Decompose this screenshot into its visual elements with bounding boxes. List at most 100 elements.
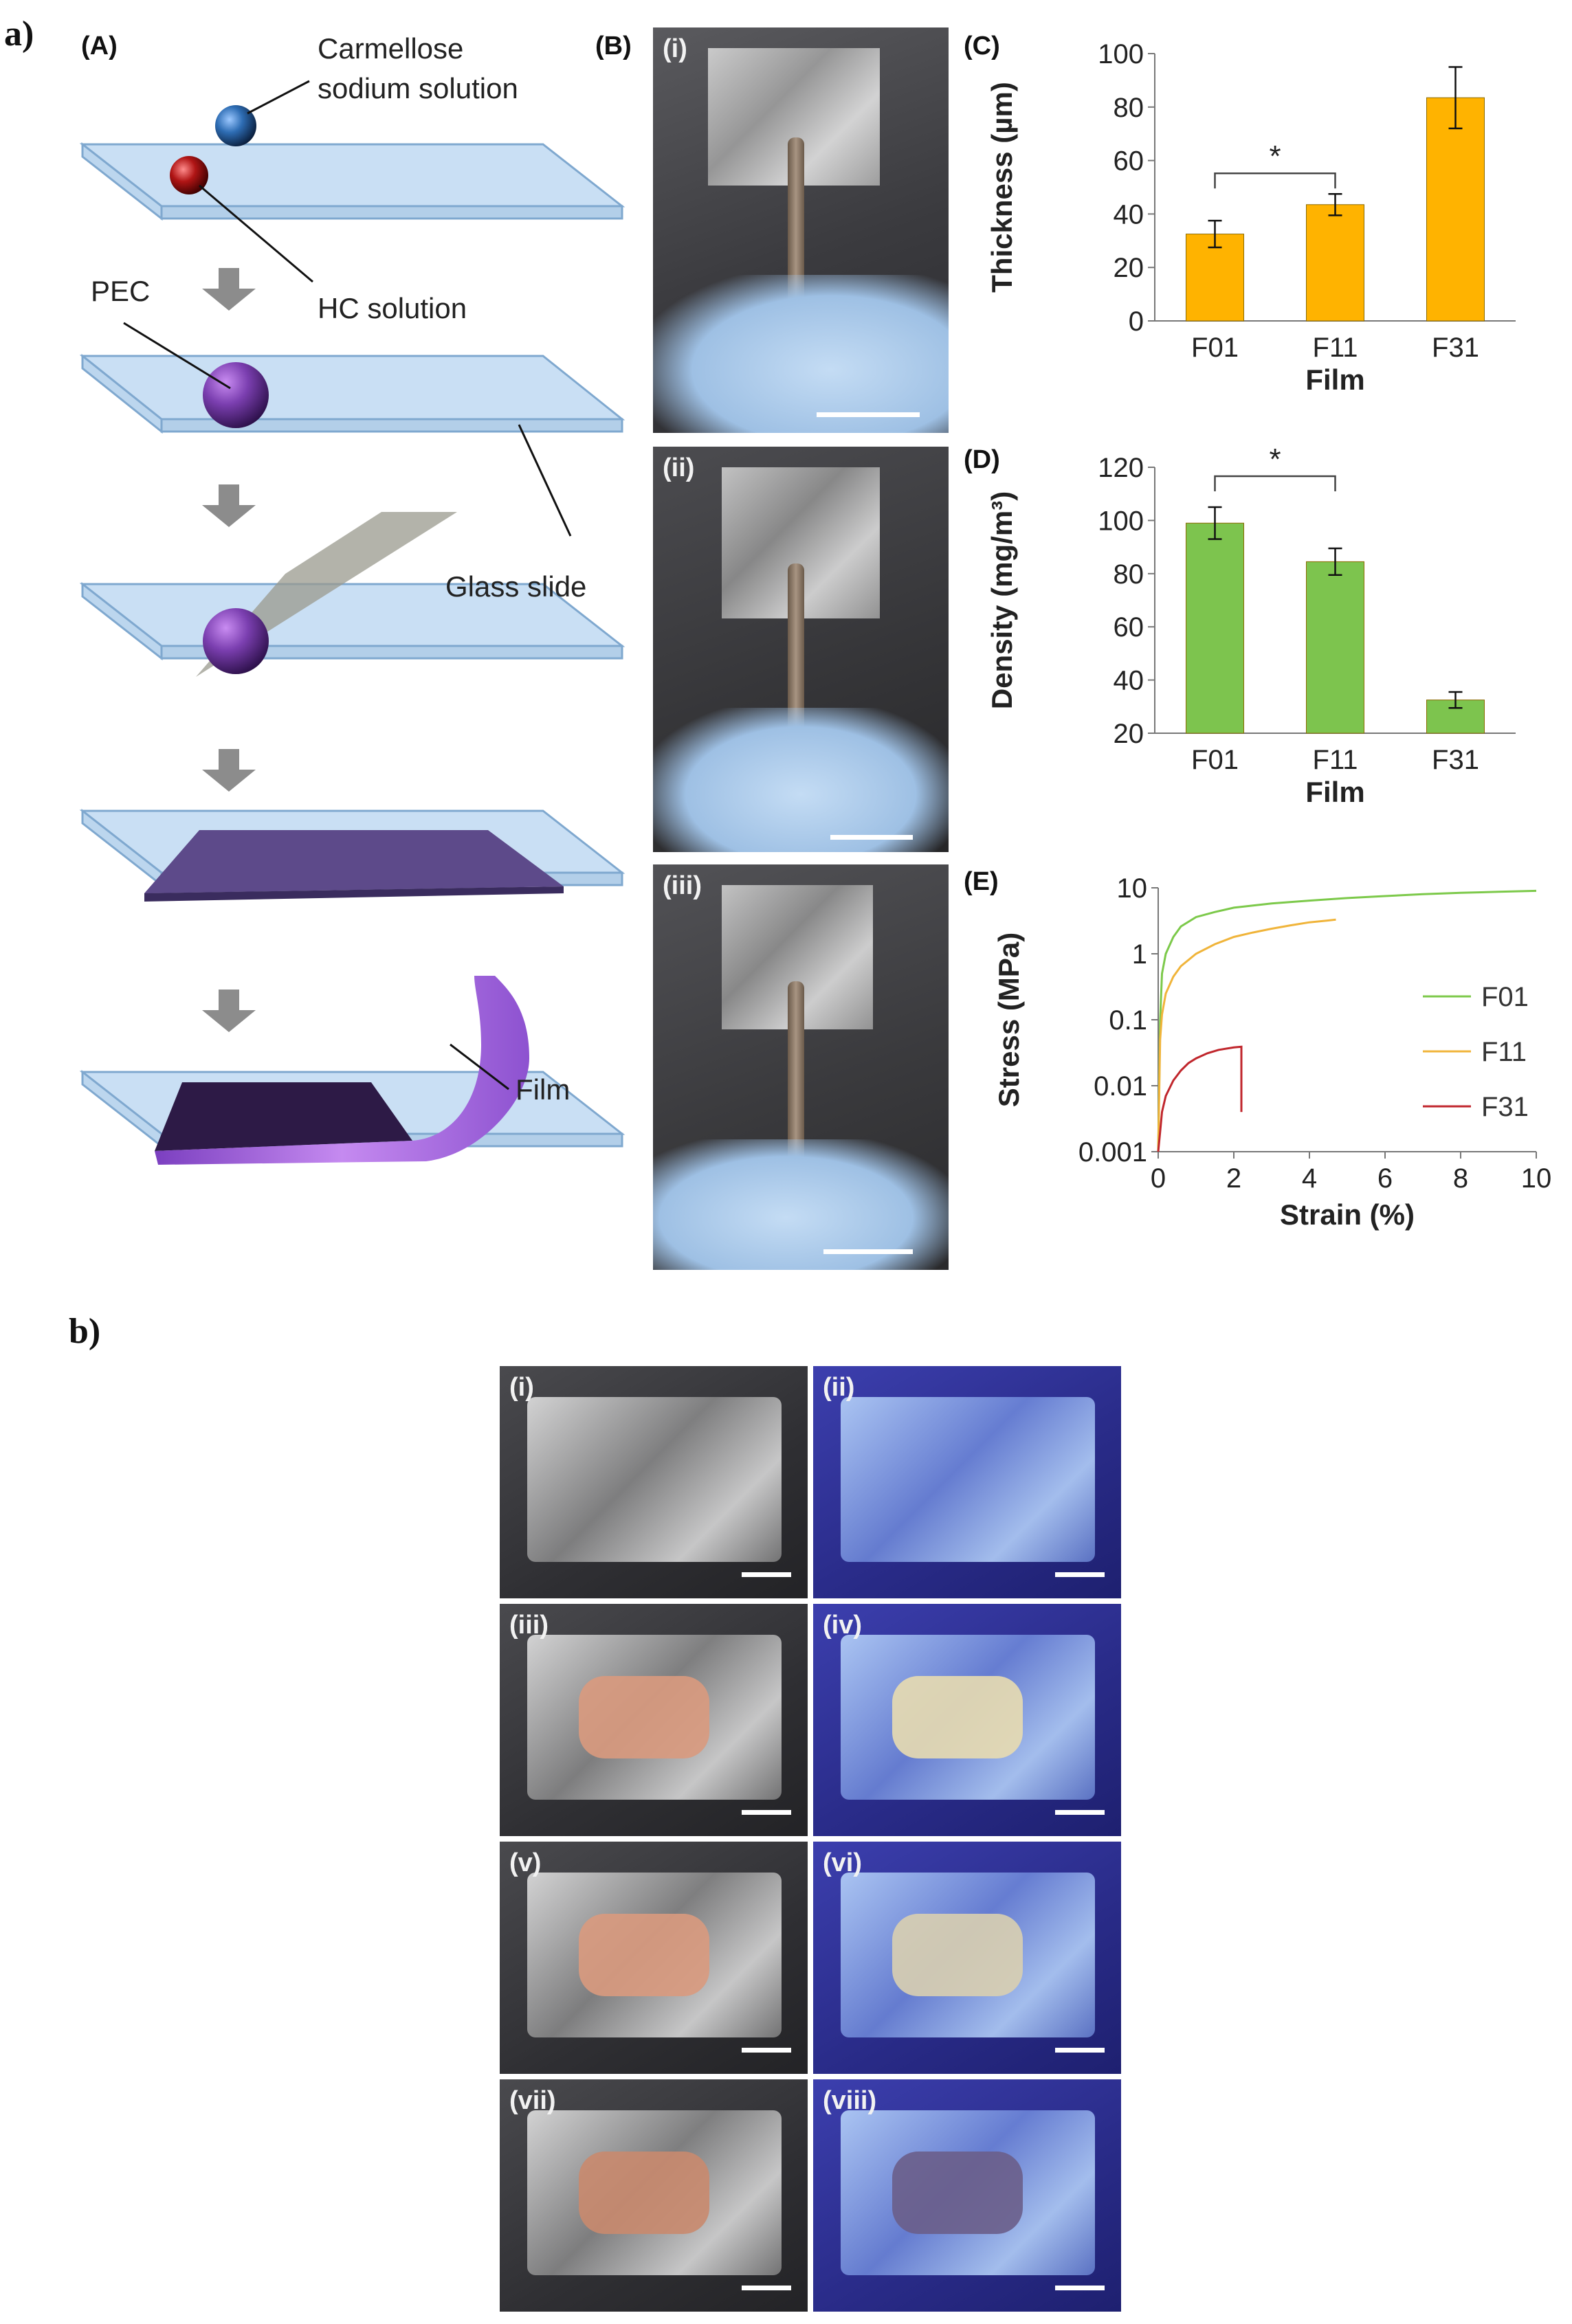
embedded-tissue-sample xyxy=(892,1914,1023,1996)
x-tick-label: 10 xyxy=(1521,1163,1552,1194)
photo-label: (iv) xyxy=(823,1611,862,1640)
y-tick-label: 0 xyxy=(1129,306,1144,337)
scale-bar xyxy=(742,2286,791,2290)
series-line-F01 xyxy=(1157,889,1537,1152)
scale-bar xyxy=(1055,2286,1105,2290)
embedded-tissue-sample xyxy=(892,2152,1023,2234)
legend-label-F01: F01 xyxy=(1481,982,1529,1012)
embedded-tissue-sample xyxy=(579,1914,709,1996)
y-tick-label: 60 xyxy=(1114,146,1144,177)
film-photo-ii: (ii) xyxy=(813,1366,1121,1598)
carmellose-callout-line1: Carmellose xyxy=(318,32,464,65)
film-photo-v: (v) xyxy=(500,1842,808,2074)
film-photo-iv: (iv) xyxy=(813,1604,1121,1836)
film-photo-vi: (vi) xyxy=(813,1842,1121,2074)
film-photo-ii: (ii) xyxy=(653,447,949,852)
y-tick-label: 0.01 xyxy=(1094,1071,1147,1102)
y-tick-label: 0.001 xyxy=(1078,1137,1147,1167)
embedded-tissue-sample xyxy=(579,2152,709,2234)
cast-film-icon xyxy=(144,830,564,893)
y-tick-label: 0.1 xyxy=(1109,1005,1147,1036)
gloved-hand xyxy=(653,275,949,433)
bar-F11 xyxy=(1306,204,1364,322)
x-tick-label: 4 xyxy=(1302,1163,1317,1194)
x-tick-label: F31 xyxy=(1432,745,1479,775)
x-tick-label: 6 xyxy=(1377,1163,1393,1194)
y-tick-label: 80 xyxy=(1114,93,1144,123)
y-axis-title: Density (mg/m³) xyxy=(986,491,1018,709)
glass-slide-callout: Glass slide xyxy=(445,570,587,603)
panel-A-label: (A) xyxy=(81,32,118,60)
x-tick-label: 8 xyxy=(1453,1163,1468,1194)
panel-D-label: (D) xyxy=(964,445,1000,474)
peeled-film-curl-icon xyxy=(155,976,529,1165)
y-tick-label: 10 xyxy=(1117,873,1148,904)
significance-bracket xyxy=(1214,475,1336,492)
film-photo-iii: (iii) xyxy=(653,864,949,1270)
series-line-F31 xyxy=(1157,1045,1243,1152)
bar-F31 xyxy=(1426,97,1485,322)
x-tick-label: F31 xyxy=(1432,333,1479,363)
y-tick-label: 100 xyxy=(1098,506,1144,536)
peeled-film-base-icon xyxy=(155,1082,412,1151)
film-callout: Film xyxy=(516,1073,571,1106)
y-tick-label: 20 xyxy=(1114,253,1144,283)
y-tick-label: 120 xyxy=(1098,453,1144,483)
photo-label: (ii) xyxy=(663,454,695,482)
scale-bar xyxy=(1055,2048,1105,2053)
scale-bar xyxy=(1055,1572,1105,1577)
stress-strain-chart: 0.001 0.01 0.1 1 10 0 2 4 6 8 10 F01 F11 F31 Strain (%… xyxy=(993,873,1552,1231)
photo-label: (iii) xyxy=(663,871,702,900)
y-tick-label: 40 xyxy=(1114,666,1144,696)
down-arrow-icon xyxy=(202,749,256,792)
panel-B-label: (B) xyxy=(595,32,632,60)
glass-leader-line xyxy=(518,424,572,537)
film-photo-iii: (iii) xyxy=(500,1604,808,1836)
y-tick-label: 60 xyxy=(1114,612,1144,643)
scale-bar xyxy=(823,1249,913,1254)
scale-bar xyxy=(742,2048,791,2053)
photo-label: (iii) xyxy=(509,1611,549,1640)
y-axis-title: Stress (MPa) xyxy=(993,932,1025,1107)
photo-label: (i) xyxy=(509,1373,534,1402)
film-photo-vii: (vii) xyxy=(500,2079,808,2312)
down-arrow-icon xyxy=(202,990,256,1032)
carmellose-callout: Carmellose sodium solution xyxy=(318,29,518,109)
film-sample xyxy=(527,1397,782,1562)
x-tick-label: F01 xyxy=(1191,333,1239,363)
bar-F01 xyxy=(1186,522,1244,734)
panel-C-label: (C) xyxy=(964,32,1000,60)
pec-leader-line xyxy=(123,322,231,390)
significance-star: * xyxy=(1269,443,1281,476)
hc-leader-line xyxy=(199,184,313,283)
photo-label: (ii) xyxy=(823,1373,855,1402)
film-photo-i: (i) xyxy=(500,1366,808,1598)
scale-bar xyxy=(742,1810,791,1815)
x-tick-label: F11 xyxy=(1313,745,1358,775)
thickness-chart: 0 20 40 60 80 100 F01 F11 F31 * Film Thickness (µm) xyxy=(986,39,1516,396)
significance-bracket xyxy=(1214,172,1336,189)
embedded-tissue-sample xyxy=(892,1676,1023,1758)
y-axis-title: Thickness (µm) xyxy=(986,82,1018,293)
film-leader-line xyxy=(450,1043,509,1091)
hc-callout: HC solution xyxy=(318,292,467,324)
figure-part-a-label: a) xyxy=(4,14,34,54)
density-chart: 20 40 60 80 100 120 F01 F11 F31 * Film Density (mg/… xyxy=(986,443,1516,808)
significance-star: * xyxy=(1269,139,1281,173)
carmellose-droplet-icon xyxy=(215,105,256,146)
photo-label: (vi) xyxy=(823,1848,862,1877)
down-arrow-icon xyxy=(202,268,256,311)
x-tick-label: F01 xyxy=(1191,745,1239,775)
hc-droplet-icon xyxy=(170,156,208,194)
figure-part-b-label: b) xyxy=(69,1312,101,1351)
x-axis-title: Film xyxy=(1305,364,1364,396)
film-fabrication-schematic xyxy=(79,80,626,1165)
legend-label-F31: F31 xyxy=(1481,1092,1529,1122)
pec-sphere-icon xyxy=(203,362,269,428)
scale-bar xyxy=(817,412,920,417)
legend-label-F11: F11 xyxy=(1481,1037,1527,1067)
y-tick-label: 20 xyxy=(1114,719,1144,749)
photo-label: (vii) xyxy=(509,2086,556,2115)
carmellose-leader-line xyxy=(247,80,310,115)
y-tick-label: 100 xyxy=(1098,39,1144,69)
